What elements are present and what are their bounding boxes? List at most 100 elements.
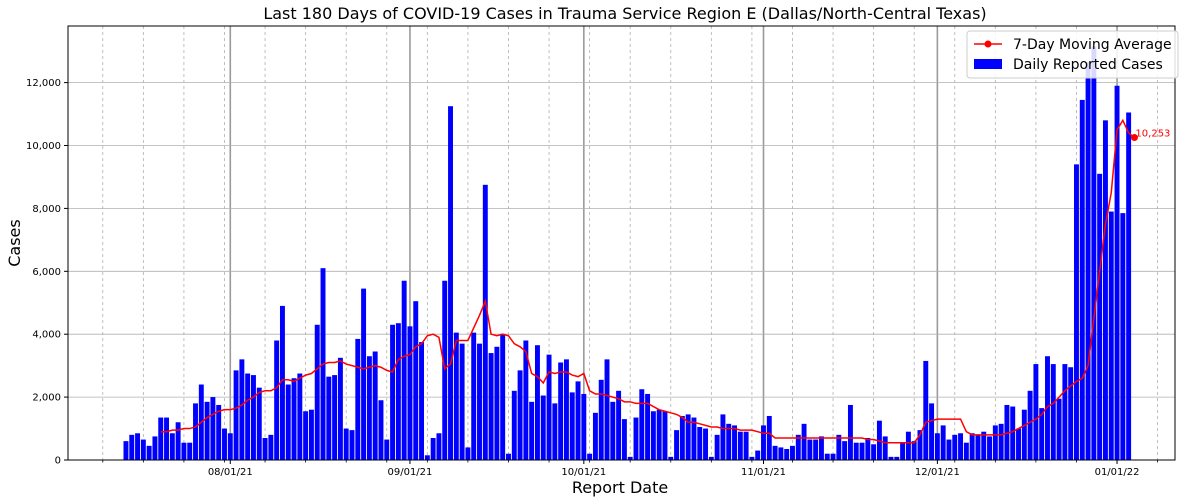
- bar: [326, 376, 332, 460]
- bar: [905, 431, 911, 460]
- bar: [934, 433, 940, 460]
- bar: [650, 411, 656, 460]
- bar: [279, 305, 285, 460]
- bar: [534, 345, 540, 460]
- bar: [1091, 46, 1097, 461]
- bar: [390, 324, 396, 460]
- bar: [761, 425, 766, 460]
- bar: [929, 403, 935, 460]
- bar: [871, 444, 877, 460]
- bar: [569, 392, 575, 460]
- bar: [308, 409, 314, 460]
- bar: [158, 417, 164, 460]
- bar: [963, 442, 969, 460]
- bar: [1021, 409, 1027, 460]
- bar: [627, 456, 633, 460]
- bar: [598, 379, 604, 460]
- bar: [795, 434, 801, 460]
- bar: [778, 447, 784, 460]
- bar: [847, 404, 853, 460]
- bar: [563, 359, 569, 460]
- bar: [969, 433, 975, 460]
- bar: [227, 433, 233, 460]
- bar: [540, 395, 546, 460]
- bar: [946, 439, 952, 460]
- legend-marker-swatch: [984, 40, 992, 48]
- bar: [900, 442, 906, 460]
- bar: [975, 434, 981, 460]
- bar: [164, 417, 169, 460]
- bar: [424, 455, 430, 460]
- bar: [511, 390, 517, 460]
- bar: [743, 431, 749, 460]
- x-axis-label: Report Date: [572, 478, 668, 497]
- bar: [668, 456, 674, 460]
- bar: [1126, 112, 1132, 460]
- bar: [1085, 62, 1091, 461]
- bar: [453, 332, 459, 460]
- legend: 7-Day Moving Average Daily Reported Cases: [966, 30, 1179, 79]
- bar: [755, 450, 761, 460]
- bar: [981, 431, 987, 460]
- bar: [1114, 85, 1120, 460]
- y-tick-label: 10,000: [26, 141, 61, 152]
- bar: [268, 434, 274, 460]
- moving-average-line: 10,253: [160, 118, 1170, 444]
- bar: [836, 434, 842, 460]
- bar: [123, 441, 129, 460]
- plot-frame: [67, 25, 1176, 461]
- bar: [361, 288, 367, 460]
- bar: [1004, 404, 1010, 460]
- bar: [697, 426, 703, 460]
- bar: [500, 334, 506, 460]
- bar: [1056, 398, 1062, 460]
- bar: [923, 360, 929, 460]
- bar: [691, 417, 697, 460]
- bar: [790, 445, 795, 460]
- bar: [732, 425, 737, 460]
- bar: [749, 456, 755, 460]
- x-tick-label: 08/01/21: [208, 467, 253, 478]
- bar: [998, 423, 1004, 460]
- bar: [662, 411, 668, 460]
- bar: [1027, 390, 1033, 460]
- bar: [992, 425, 998, 460]
- bar: [1062, 364, 1068, 460]
- bar: [575, 381, 581, 460]
- bar: [587, 453, 593, 460]
- bar: [349, 430, 355, 460]
- y-axis: 0 2,000 4,000 6,000 8,000 10,000 12,000: [26, 78, 68, 467]
- bar: [1074, 164, 1079, 460]
- bar: [378, 400, 384, 460]
- legend-box: [966, 30, 1179, 79]
- bar: [1120, 213, 1126, 460]
- bar: [807, 439, 813, 460]
- bar: [558, 362, 564, 460]
- bar: [1102, 120, 1108, 460]
- bar: [679, 415, 685, 460]
- bar: [714, 434, 720, 460]
- legend-label-moving-average: 7-Day Moving Average: [1013, 37, 1172, 53]
- bar: [436, 433, 442, 460]
- bar: [1068, 367, 1074, 460]
- bar: [824, 453, 830, 460]
- bar: [876, 420, 882, 460]
- bars: [123, 46, 1132, 461]
- bar: [239, 359, 245, 460]
- bar: [865, 437, 871, 460]
- bar: [940, 425, 946, 460]
- bar: [129, 434, 135, 460]
- bar: [1108, 211, 1114, 460]
- bar: [546, 354, 552, 460]
- bar: [1050, 364, 1056, 460]
- y-axis-label: Cases: [5, 219, 24, 267]
- bar: [442, 280, 448, 460]
- bar: [674, 430, 680, 460]
- bar: [1016, 428, 1021, 460]
- x-tick-label: 09/01/21: [387, 467, 432, 478]
- bar: [395, 323, 401, 460]
- bar: [459, 343, 465, 460]
- bar: [407, 326, 413, 460]
- bar: [853, 442, 859, 460]
- bar: [297, 373, 303, 460]
